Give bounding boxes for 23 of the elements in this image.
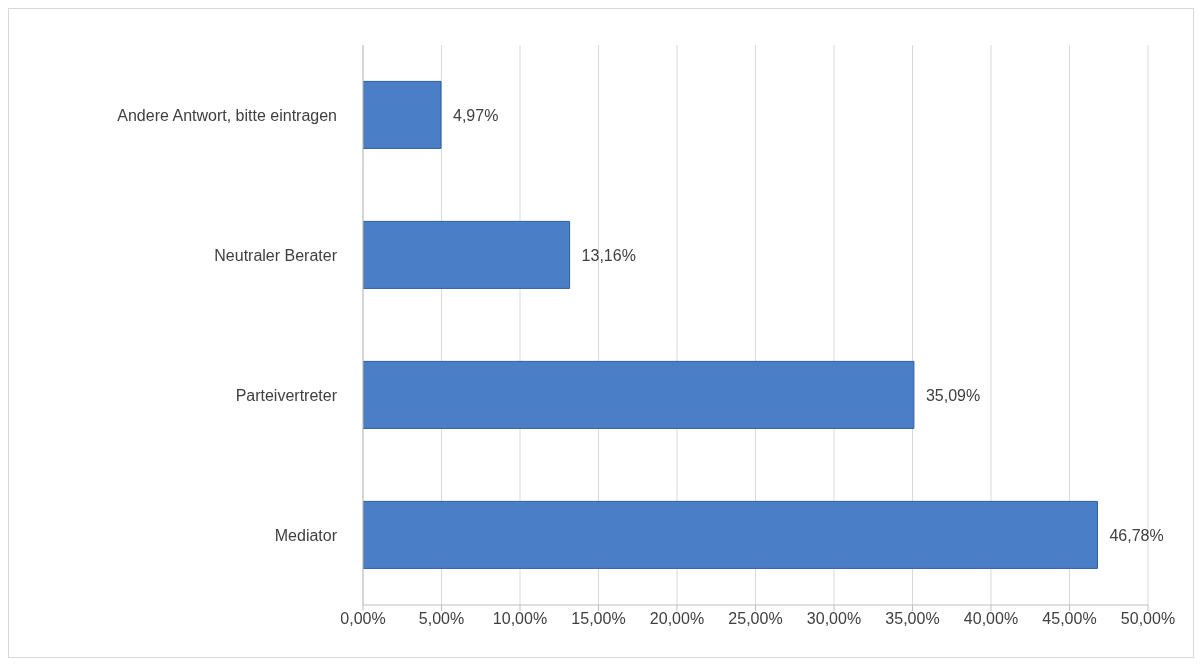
y-tick-label: Andere Antwort, bitte eintragen — [117, 106, 337, 124]
x-tick-label: 5,00% — [418, 610, 465, 628]
x-tick-label: 0,00% — [340, 610, 386, 628]
x-tick-label: 25,00% — [728, 610, 783, 628]
bar — [363, 500, 1098, 569]
x-tick-label: 50,00% — [1120, 610, 1176, 628]
y-tick-label: Mediator — [274, 526, 338, 544]
x-tick-label: 10,00% — [492, 610, 548, 628]
data-label: 35,09% — [925, 386, 981, 404]
bar — [363, 80, 442, 149]
x-tick-label: 45,00% — [1042, 610, 1097, 628]
x-tick-label: 15,00% — [571, 610, 626, 628]
y-tick-label: Parteivertreter — [235, 386, 338, 404]
bar — [363, 220, 571, 289]
bar — [363, 360, 915, 429]
x-tick-label: 40,00% — [963, 610, 1019, 628]
data-label: 4,97% — [453, 106, 499, 124]
y-tick-label: Neutraler Berater — [214, 246, 338, 264]
data-label: 46,78% — [1109, 526, 1164, 544]
x-tick-label: 35,00% — [885, 610, 940, 628]
data-label: 13,16% — [581, 246, 636, 264]
x-tick-label: 20,00% — [649, 610, 705, 628]
x-tick-label: 30,00% — [806, 610, 862, 628]
